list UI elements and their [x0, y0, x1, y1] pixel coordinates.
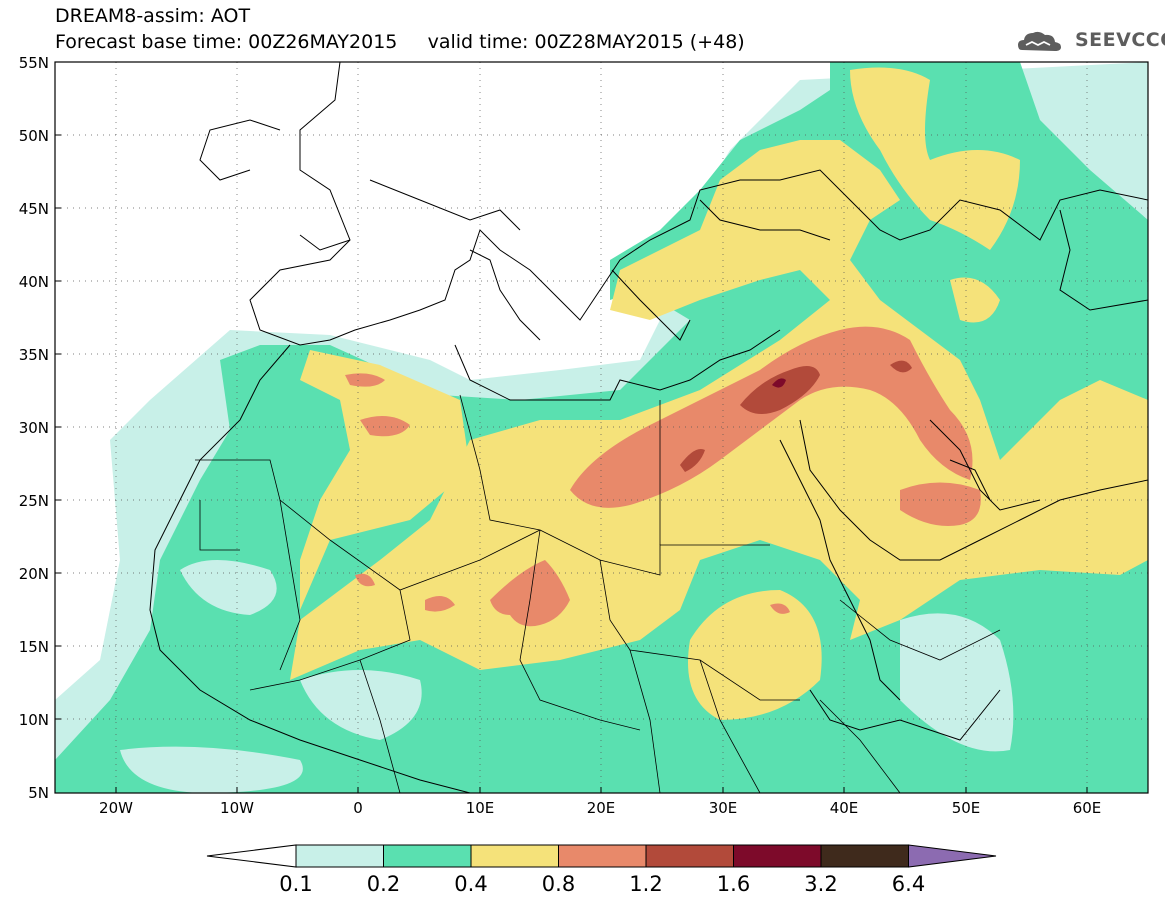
- lat-label: 25N: [19, 492, 49, 510]
- aot-level-0.4-region: [1100, 396, 1148, 470]
- lon-label: 50E: [952, 799, 981, 817]
- colorbar-swatch: [470, 844, 559, 868]
- colorbar-over-arrow: [908, 844, 997, 868]
- latitude-labels: 55N 50N 45N 40N 35N 30N 25N 20N 15N 10N …: [19, 54, 49, 802]
- aot-level-0.1-hole: [300, 670, 422, 740]
- coastlines-and-borders: [149, 62, 1148, 793]
- colorbar-label: 0.4: [454, 872, 487, 896]
- lat-label: 30N: [19, 419, 49, 437]
- map-gridlines: [55, 62, 1148, 793]
- lon-label: 10E: [466, 799, 495, 817]
- axis-ticks: [55, 134, 1088, 793]
- lat-label: 55N: [19, 54, 49, 72]
- lat-label: 15N: [19, 638, 49, 656]
- colorbar-swatch: [645, 844, 734, 868]
- lat-label: 35N: [19, 346, 49, 364]
- aot-level-1.6-region: [772, 378, 786, 388]
- lon-label: 60E: [1073, 799, 1102, 817]
- lon-label: 20E: [587, 799, 616, 817]
- lat-label: 10N: [19, 711, 49, 729]
- aot-level-0.8-region: [425, 596, 455, 612]
- colorbar-label: 3.2: [804, 872, 837, 896]
- aot-level-0.8-region: [900, 482, 981, 526]
- colorbar-label: 6.4: [892, 872, 925, 896]
- colorbar-label: 1.2: [629, 872, 662, 896]
- colorbar-legend: 0.1 0.2 0.4 0.8 1.2 1.6 3.2 6.4: [206, 844, 997, 896]
- aot-level-0.4-region: [950, 277, 1000, 323]
- aot-level-0.8-region: [570, 326, 973, 508]
- lat-label: 50N: [19, 127, 49, 145]
- colorbar-under-arrow: [206, 844, 297, 868]
- aot-level-1.2-region: [890, 360, 912, 373]
- lon-label: 30E: [709, 799, 738, 817]
- aot-level-0.1-hole: [180, 560, 277, 615]
- colorbar-swatch: [820, 844, 909, 868]
- aot-level-1.2-region: [680, 449, 705, 472]
- lon-label: 40E: [830, 799, 859, 817]
- longitude-labels: 20W 10W 0 10E 20E 30E 40E 50E 60E: [99, 799, 1101, 817]
- aot-level-0.1-hole: [900, 613, 1014, 752]
- forecast-time-subtitle: Forecast base time: 00Z26MAY2015 valid t…: [55, 31, 745, 53]
- lat-label: 5N: [28, 784, 49, 802]
- lat-label: 20N: [19, 565, 49, 583]
- colorbar-label: 0.8: [542, 872, 575, 896]
- cloud-logo-icon: [1018, 31, 1061, 51]
- lon-label: 10W: [220, 799, 254, 817]
- colorbar-label: 0.2: [367, 872, 400, 896]
- aot-level-0.8-region: [770, 603, 790, 614]
- aot-level-1.2-region: [740, 366, 820, 414]
- aot-level-0.8-region: [490, 560, 570, 627]
- colorbar-swatch: [733, 844, 822, 868]
- lon-label: 0: [353, 799, 363, 817]
- aot-level-0.4-region: [688, 590, 822, 720]
- lat-label: 40N: [19, 273, 49, 291]
- aot-level-0.8-region: [360, 416, 410, 437]
- aot-level-0.1-hole: [120, 746, 303, 793]
- colorbar-swatch: [383, 844, 472, 868]
- aot-level-0.8-region: [345, 373, 385, 387]
- colorbar-label: 1.6: [717, 872, 750, 896]
- chart-title: DREAM8-assim: AOT: [55, 5, 251, 27]
- colorbar-label: 0.1: [279, 872, 312, 896]
- logo-text: SEEVCCC: [1075, 29, 1165, 51]
- country-borders: [195, 394, 1001, 793]
- aot-level-0.4-region: [300, 350, 470, 610]
- aot-level-0.8-region: [355, 573, 375, 587]
- lat-label: 45N: [19, 200, 49, 218]
- aot-field: [55, 62, 1148, 793]
- colorbar-swatch: [295, 844, 384, 868]
- colorbar-swatch: [558, 844, 647, 868]
- lon-label: 20W: [99, 799, 133, 817]
